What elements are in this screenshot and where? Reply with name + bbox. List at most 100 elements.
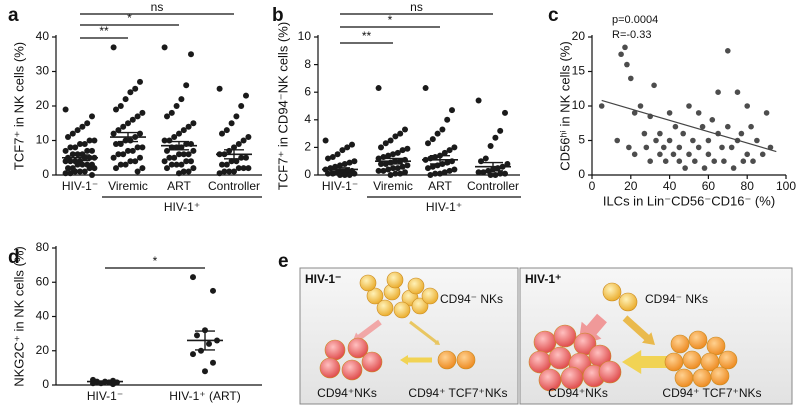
scatter-point: [680, 130, 686, 137]
dot: [329, 154, 336, 161]
scatter-point: [651, 82, 657, 89]
panel-label: a: [8, 5, 19, 26]
dot: [243, 92, 249, 99]
dot: [198, 347, 204, 354]
cell: [386, 271, 404, 289]
dot: [351, 158, 358, 165]
dot: [202, 368, 208, 375]
dot: [344, 144, 351, 151]
dot: [240, 137, 247, 144]
x-tick-label: HIV-1⁻: [322, 179, 358, 193]
scatter-point: [614, 137, 621, 144]
dot: [210, 359, 216, 366]
cell: [688, 330, 708, 350]
dot: [110, 130, 117, 137]
y-tick-label: 10: [572, 98, 586, 112]
x-tick-label: 40: [663, 179, 677, 193]
scatter-point: [721, 158, 727, 164]
dot: [441, 169, 448, 176]
dot: [91, 137, 98, 144]
cell: [319, 357, 341, 379]
dot: [492, 134, 499, 141]
arrow: [400, 355, 432, 365]
dot: [325, 155, 331, 162]
cell: [341, 359, 363, 381]
dot: [337, 162, 343, 169]
dot: [449, 107, 455, 114]
dot: [62, 170, 69, 177]
scatter-point: [628, 75, 634, 82]
dot: [77, 140, 83, 147]
dot: [429, 136, 436, 143]
y-tick-label: 40: [36, 29, 50, 43]
dot: [341, 172, 348, 178]
scatter-point: [686, 151, 692, 158]
dot: [216, 85, 223, 92]
scatter-point: [626, 144, 632, 151]
dot: [231, 168, 237, 175]
y-tick-label: 2: [304, 140, 311, 154]
scatter-point: [631, 151, 638, 158]
dot: [81, 168, 88, 175]
cell: [421, 287, 439, 305]
dot: [337, 172, 343, 178]
y-tick-label: 6: [304, 84, 311, 98]
cell-label: CD94⁻ NKs: [440, 292, 503, 306]
scatter-point: [622, 44, 628, 51]
dot: [134, 113, 141, 120]
y-tick-label: 0: [42, 377, 49, 391]
dot: [89, 172, 95, 178]
y-tick-label: 30: [36, 64, 50, 78]
y-tick-label: 0: [42, 167, 49, 181]
dot: [223, 161, 230, 168]
y-tick-label: 20: [572, 29, 586, 43]
cell: [366, 287, 384, 305]
dot: [139, 165, 146, 172]
dot: [79, 161, 86, 168]
dot: [127, 158, 134, 165]
significance-label: *: [388, 13, 393, 27]
dot: [188, 51, 194, 58]
y-axis-label: TCF7⁺ in NK cells (%): [11, 42, 26, 170]
scatter-point: [744, 151, 750, 158]
dot: [380, 167, 387, 174]
dot: [451, 144, 458, 151]
cell-label: CD94⁺ TCF7⁺NKs: [662, 386, 761, 400]
dot: [171, 154, 178, 161]
dot: [164, 113, 170, 120]
dot: [67, 144, 74, 151]
dot: [91, 165, 98, 172]
x-tick-label: HIV-1⁻: [62, 179, 98, 193]
scatter-point: [759, 151, 766, 158]
dot: [176, 151, 182, 158]
scatter-point: [715, 89, 721, 95]
scatter-point: [692, 158, 698, 164]
scatter-point: [647, 158, 653, 164]
dot: [392, 170, 399, 177]
x-tick-label: HIV-1⁻: [87, 389, 123, 403]
dot: [322, 137, 329, 144]
dot: [245, 134, 252, 141]
dot: [139, 109, 146, 116]
cell: [718, 350, 738, 370]
y-tick-label: 80: [36, 240, 50, 254]
dot: [394, 149, 401, 156]
dot: [72, 144, 79, 151]
dot: [444, 116, 451, 123]
dot: [245, 165, 252, 172]
dot: [404, 162, 411, 169]
dot: [497, 127, 504, 134]
dot: [422, 85, 429, 92]
scatter-point: [738, 130, 745, 137]
scatter-point: [750, 158, 756, 164]
dot: [190, 351, 196, 358]
scatter-point: [676, 144, 683, 151]
y-axis-label: CD56ʰⁱ in NK cells (%): [557, 41, 572, 170]
dot: [74, 127, 81, 134]
arrow: [622, 315, 655, 345]
dot: [482, 155, 489, 162]
dot: [132, 158, 139, 165]
dot: [127, 89, 134, 96]
dot: [427, 172, 434, 178]
